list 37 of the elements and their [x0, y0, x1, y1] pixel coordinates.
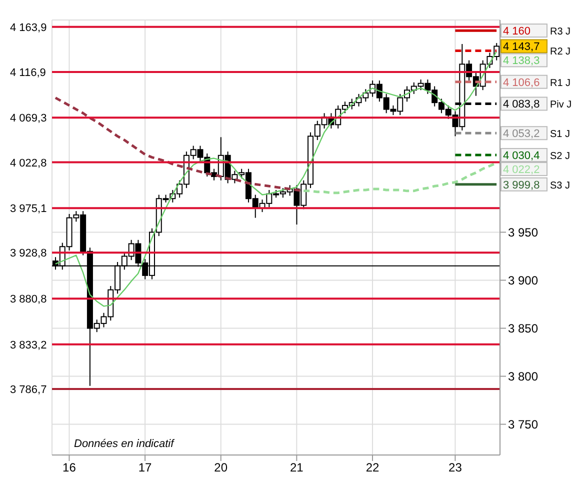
text: S3 J — [550, 180, 570, 192]
y-tick-label: 3 900 — [508, 273, 538, 288]
data-label: 4 106,6 — [503, 76, 540, 89]
ref-line-label: 4 163,9 — [10, 22, 47, 34]
ref-line-label: 3 880,8 — [10, 294, 47, 306]
text: S1 J — [550, 129, 570, 140]
annotation: Données en indicatif — [74, 438, 175, 450]
ref-line-label: 3 975,1 — [10, 203, 47, 216]
x-tick-label: 17 — [138, 460, 152, 475]
text: Piv J — [550, 100, 572, 111]
x-tick-label: 22 — [366, 460, 380, 475]
text: R2 J — [550, 46, 571, 58]
ref-line-label: 4 022,8 — [10, 157, 47, 170]
x-tick-label: 23 — [448, 460, 462, 475]
ref-line-label: 3 786,7 — [10, 384, 47, 396]
x-tick-label: 20 — [214, 460, 228, 475]
data-label: 4 138,3 — [503, 55, 540, 68]
text: S2 J — [550, 151, 570, 162]
text: 4 143,7 — [503, 41, 540, 54]
data-label: 4 053,2 — [503, 128, 540, 140]
y-tick-label: 3 750 — [508, 418, 538, 432]
data-label: 4 160 — [503, 26, 531, 38]
y-tick-label: 3 950 — [508, 225, 538, 240]
data-label: 4 083,8 — [503, 98, 540, 111]
y-tick-label: 3 850 — [508, 322, 538, 336]
data-label: 3 999,8 — [503, 179, 540, 192]
data-label: 4 030,4 — [503, 150, 540, 162]
y-tick-label: 3 800 — [508, 370, 538, 384]
ref-line-label: 4 116,9 — [10, 66, 46, 79]
text: R1 J — [550, 78, 571, 89]
x-tick-label: 21 — [290, 460, 304, 475]
ref-line-label: 3 928,8 — [10, 248, 47, 260]
ref-line-label: 3 833,2 — [10, 339, 47, 352]
text: R3 J — [550, 26, 571, 38]
data-label: 4 022,2 — [503, 164, 540, 176]
x-tick-label: 16 — [62, 460, 76, 475]
ref-line-label: 4 069,3 — [10, 112, 47, 125]
